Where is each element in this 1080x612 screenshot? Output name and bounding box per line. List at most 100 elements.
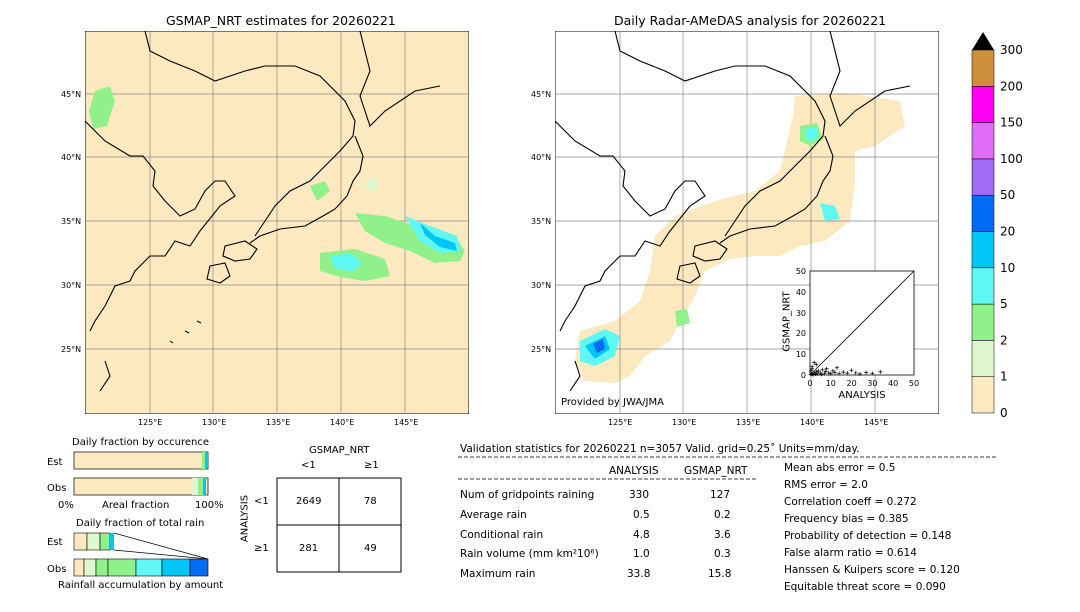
colorbar-box bbox=[971, 231, 995, 269]
colorbar-box bbox=[971, 158, 995, 196]
lat-label-30: 30°N bbox=[61, 281, 82, 290]
colorbar-tick-label: 150 bbox=[1000, 116, 1023, 130]
scatter-point bbox=[864, 370, 869, 375]
r-lat-label-45: 45°N bbox=[531, 90, 552, 99]
stat-row-label: Maximum rain bbox=[460, 568, 536, 580]
scatter-point bbox=[812, 360, 817, 365]
scatter-point bbox=[853, 370, 858, 375]
stat-row-label: Conditional rain bbox=[460, 529, 544, 541]
r-lon-label-135: 135°E bbox=[736, 418, 761, 427]
scatter-point bbox=[814, 362, 819, 367]
stat-row-analysis: 4.8 bbox=[633, 529, 650, 541]
r-lat-label-35: 35°N bbox=[531, 217, 552, 226]
contingency-row-lt: <1 bbox=[254, 496, 269, 507]
colorbar-tick-label: 2 bbox=[1000, 333, 1008, 347]
score-line: Mean abs error = 0.5 bbox=[784, 462, 896, 474]
contingency-row-axis: ANALYSIS bbox=[239, 494, 251, 543]
scatter-point bbox=[830, 368, 835, 373]
contingency-row-ge: ≥1 bbox=[254, 543, 269, 554]
scatter-ytick-30: 30 bbox=[796, 309, 806, 318]
contingency-header: GSMAP_NRT bbox=[309, 445, 370, 456]
score-line: Hanssen & Kuipers score = 0.120 bbox=[784, 564, 960, 576]
lon-label-140: 140°E bbox=[330, 418, 355, 427]
contingency-col-ge: ≥1 bbox=[364, 460, 379, 471]
total-rain-title: Daily fraction of total rain bbox=[76, 518, 205, 529]
scatter-plot: 0 10 20 30 40 50 0 10 20 30 40 50 ANALYS… bbox=[796, 267, 919, 401]
stat-row-analysis: 33.8 bbox=[627, 568, 651, 580]
stat-row-gsmap: 0.3 bbox=[714, 548, 731, 560]
colorbar-box bbox=[971, 303, 995, 341]
scatter-point bbox=[813, 372, 818, 377]
scatter-xtick-0: 0 bbox=[807, 379, 812, 388]
occurrence-bars bbox=[73, 451, 209, 496]
scatter-point bbox=[878, 369, 883, 374]
colorbar-box bbox=[971, 122, 995, 160]
lat-label-45: 45°N bbox=[61, 90, 82, 99]
stat-row-gsmap: 127 bbox=[710, 489, 731, 501]
stat-row-gsmap: 0.2 bbox=[714, 509, 731, 521]
scatter-point bbox=[816, 368, 821, 373]
contingency-cell-lt-lt: 2649 bbox=[296, 496, 322, 507]
colorbar-extend-arrow bbox=[972, 32, 994, 50]
left-rain-patches bbox=[89, 86, 465, 281]
colorbar-box bbox=[971, 49, 995, 87]
score-line: False alarm ratio = 0.614 bbox=[784, 547, 917, 559]
scatter-ytick-0: 0 bbox=[801, 371, 806, 380]
lon-label-145: 145°E bbox=[394, 418, 419, 427]
stat-row-gsmap: 3.6 bbox=[714, 529, 731, 541]
colorbar-boxes bbox=[971, 49, 995, 414]
scatter-point bbox=[810, 366, 815, 371]
scatter-point bbox=[809, 368, 814, 373]
colorbar-tick-label: 0 bbox=[1000, 406, 1008, 420]
lon-label-125: 125°E bbox=[138, 418, 163, 427]
colorbar-labels: 0 1 2 5 10 20 50 100 150 200 300 bbox=[1000, 43, 1023, 420]
lat-label-25: 25°N bbox=[61, 345, 82, 354]
stat-row-analysis: 1.0 bbox=[633, 548, 650, 560]
validation-table-divider bbox=[458, 478, 758, 480]
scatter-point bbox=[849, 368, 854, 373]
colorbar-box bbox=[971, 376, 995, 414]
stat-row-analysis: 330 bbox=[629, 489, 650, 501]
colorbar-tick-label: 5 bbox=[1000, 297, 1008, 311]
r-lon-label-130: 130°E bbox=[672, 418, 697, 427]
scatter-ytick-10: 10 bbox=[796, 350, 806, 359]
scatter-xtick-40: 40 bbox=[888, 379, 898, 388]
scatter-point bbox=[841, 370, 846, 375]
contingency-cell-lt-ge: 78 bbox=[364, 496, 377, 507]
map-credit: Provided by JWA/JMA bbox=[561, 397, 664, 408]
score-line: Frequency bias = 0.385 bbox=[784, 513, 909, 525]
colorbar-box bbox=[971, 267, 995, 305]
stat-row-analysis: 0.5 bbox=[633, 509, 650, 521]
occurrence-axis-right: 100% bbox=[195, 500, 224, 511]
score-line: Equitable threat score = 0.090 bbox=[784, 581, 946, 593]
scatter-point bbox=[870, 371, 875, 376]
contingency-cell-ge-ge: 49 bbox=[364, 543, 377, 554]
col-gsmap-header: GSMAP_NRT bbox=[684, 465, 748, 477]
right-map-title: Daily Radar-AMeDAS analysis for 20260221 bbox=[614, 13, 887, 28]
colorbar-tick-label: 10 bbox=[1000, 261, 1015, 275]
scatter-point bbox=[826, 370, 831, 375]
validation-header: Validation statistics for 20260221 n=305… bbox=[460, 443, 860, 455]
score-line: Probability of detection = 0.148 bbox=[784, 530, 952, 542]
score-line: Correlation coeff = 0.272 bbox=[784, 496, 917, 508]
scatter-point bbox=[824, 366, 829, 371]
scatter-xtick-20: 20 bbox=[847, 379, 857, 388]
scatter-point bbox=[815, 371, 820, 376]
colorbar-tick-label: 50 bbox=[1000, 188, 1015, 202]
colorbar-tick-label: 1 bbox=[1000, 370, 1008, 384]
total-rain-bars bbox=[73, 532, 209, 577]
lon-label-130: 130°E bbox=[202, 418, 227, 427]
colorbar-box bbox=[971, 194, 995, 232]
scatter-xlabel: ANALYSIS bbox=[838, 390, 885, 401]
r-lon-label-125: 125°E bbox=[608, 418, 633, 427]
col-analysis-header: ANALYSIS bbox=[609, 465, 659, 477]
left-map-title: GSMAP_NRT estimates for 20260221 bbox=[166, 13, 396, 28]
scatter-points bbox=[809, 360, 883, 377]
occurrence-axis-mid: Areal fraction bbox=[102, 500, 170, 511]
stat-row-label: Num of gridpoints raining bbox=[460, 489, 595, 501]
contingency-grid bbox=[276, 477, 402, 573]
scatter-ytick-50: 50 bbox=[796, 267, 806, 276]
r-lat-label-25: 25°N bbox=[531, 345, 552, 354]
occurrence-title: Daily fraction by occurence bbox=[72, 437, 210, 448]
scatter-point bbox=[845, 371, 850, 376]
